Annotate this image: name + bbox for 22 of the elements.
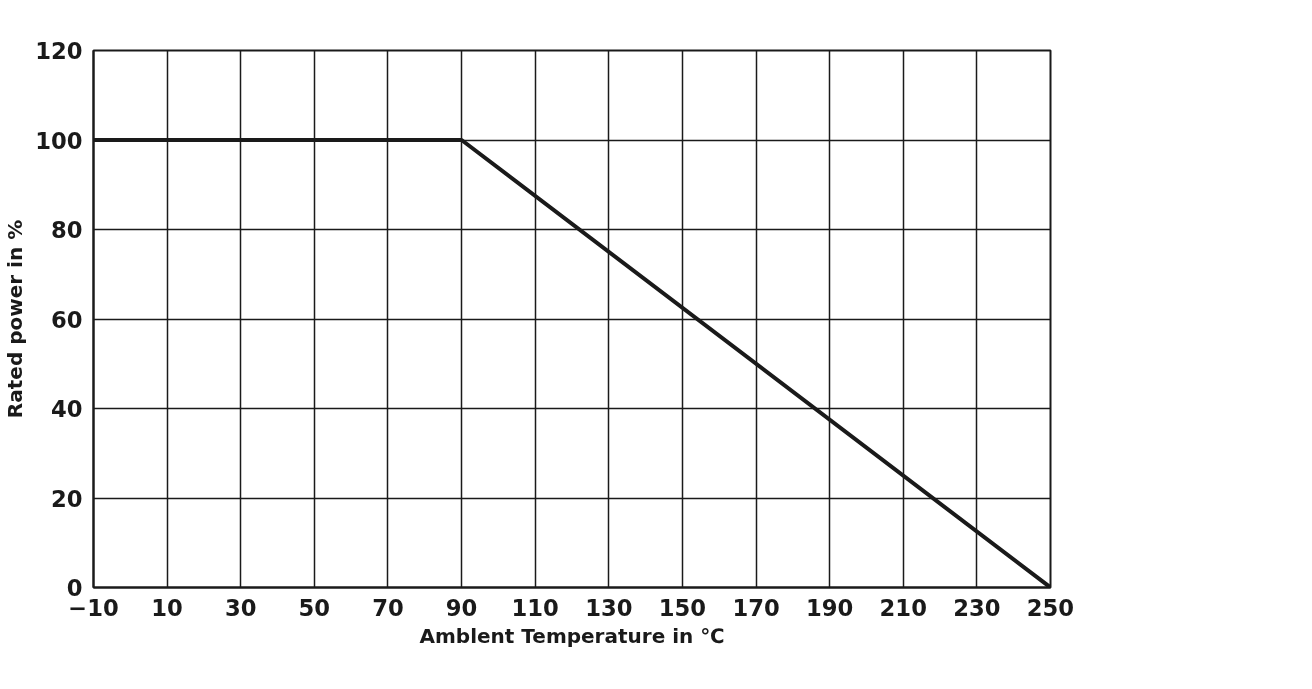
x-tick-label: 130 — [585, 594, 633, 621]
y-tick-label: 80 — [50, 217, 83, 243]
x-tick-label: 230 — [953, 594, 1001, 621]
x-axis-title: Amblent Temperature in ℃ — [419, 623, 725, 648]
y-tick-label: 0 — [66, 575, 83, 601]
x-tick-label: 150 — [658, 594, 707, 621]
y-tick-label: 40 — [50, 396, 83, 422]
x-tick-label: 110 — [511, 594, 559, 621]
y-tick-label: 60 — [50, 306, 83, 333]
x-tick-label: 90 — [445, 594, 478, 621]
x-tick-label: 30 — [224, 594, 257, 621]
x-tick-label: 210 — [879, 594, 927, 621]
x-tick-label: 70 — [372, 594, 404, 621]
x-tick-label: 50 — [298, 594, 331, 621]
y-axis-title: Rated power in % — [3, 219, 28, 419]
x-tick-label: 190 — [806, 594, 854, 621]
y-tick-label: 20 — [50, 485, 83, 512]
x-tick-label: 250 — [1026, 594, 1075, 621]
y-tick-label: 100 — [35, 127, 83, 154]
x-tick-label: 10 — [151, 594, 183, 621]
x-tick-label: 170 — [732, 594, 780, 621]
y-tick-label: 120 — [35, 38, 83, 64]
